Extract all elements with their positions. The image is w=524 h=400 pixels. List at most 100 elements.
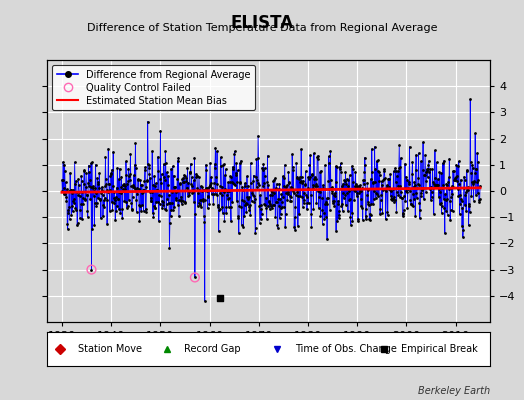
Point — [206, 180, 215, 186]
Point — [367, 146, 376, 152]
Point — [170, 204, 179, 210]
Point — [346, 214, 355, 221]
Point — [263, 216, 271, 222]
Point — [325, 160, 333, 166]
Point — [209, 201, 217, 207]
Point — [137, 181, 145, 188]
Point — [472, 192, 480, 198]
Point — [116, 190, 125, 196]
Point — [398, 213, 407, 219]
Point — [403, 204, 412, 211]
Point — [110, 195, 118, 202]
Point — [253, 177, 261, 183]
Point — [357, 203, 365, 210]
Point — [103, 196, 112, 203]
Point — [212, 173, 221, 180]
Point — [388, 197, 396, 204]
Point — [122, 158, 130, 165]
Point — [140, 186, 148, 193]
Point — [441, 230, 449, 236]
Point — [105, 187, 114, 193]
Point — [322, 198, 331, 205]
Point — [279, 175, 288, 181]
Point — [238, 197, 246, 204]
Point — [435, 186, 443, 192]
Point — [159, 161, 168, 167]
Point — [434, 176, 442, 182]
Point — [191, 174, 200, 180]
Point — [127, 206, 136, 212]
Point — [286, 198, 294, 204]
Point — [425, 169, 433, 176]
Point — [219, 210, 227, 216]
Point — [193, 184, 202, 191]
Point — [423, 168, 431, 175]
Point — [119, 182, 128, 188]
Point — [96, 195, 104, 202]
Point — [117, 184, 125, 190]
Point — [258, 167, 267, 173]
Point — [317, 186, 325, 192]
Point — [67, 187, 75, 194]
Point — [330, 191, 338, 198]
Point — [91, 185, 100, 191]
Point — [277, 211, 285, 217]
Point — [364, 201, 373, 207]
Point — [176, 181, 184, 187]
Point — [259, 180, 268, 186]
Point — [453, 173, 461, 180]
Text: Time of Obs. Change: Time of Obs. Change — [295, 344, 397, 354]
Point — [161, 148, 170, 155]
Point — [256, 192, 264, 198]
Point — [345, 172, 354, 178]
Point — [224, 196, 232, 202]
Point — [264, 152, 272, 159]
Point — [194, 200, 203, 206]
Point — [387, 196, 396, 202]
Point — [367, 176, 375, 182]
Point — [148, 210, 157, 216]
Point — [387, 187, 395, 194]
Point — [66, 216, 74, 222]
Point — [355, 190, 364, 196]
Point — [209, 187, 217, 193]
Point — [319, 185, 328, 192]
Point — [304, 174, 312, 180]
Point — [254, 132, 263, 139]
Point — [451, 177, 460, 183]
Point — [61, 191, 69, 197]
Point — [401, 160, 409, 167]
Point — [440, 196, 448, 202]
Point — [321, 162, 329, 168]
Point — [329, 198, 337, 204]
Point — [383, 208, 391, 215]
Point — [471, 170, 479, 176]
Point — [185, 170, 194, 176]
Point — [229, 180, 237, 186]
Point — [405, 178, 413, 185]
Point — [375, 172, 384, 179]
Point — [161, 160, 170, 166]
Point — [351, 168, 359, 175]
Point — [351, 183, 359, 190]
Point — [388, 186, 397, 192]
Point — [274, 224, 282, 231]
Point — [309, 185, 317, 191]
Point — [63, 186, 71, 192]
Point — [448, 182, 456, 189]
Point — [182, 175, 190, 181]
Point — [311, 176, 320, 182]
Point — [428, 194, 436, 200]
Point — [421, 152, 429, 158]
Point — [472, 166, 481, 172]
Point — [369, 179, 378, 185]
Point — [131, 186, 139, 192]
Point — [372, 194, 380, 201]
Point — [290, 224, 298, 230]
Point — [95, 196, 104, 202]
Point — [469, 181, 477, 188]
Point — [232, 172, 240, 178]
Point — [137, 208, 145, 214]
Point — [193, 173, 201, 180]
Point — [326, 206, 334, 213]
